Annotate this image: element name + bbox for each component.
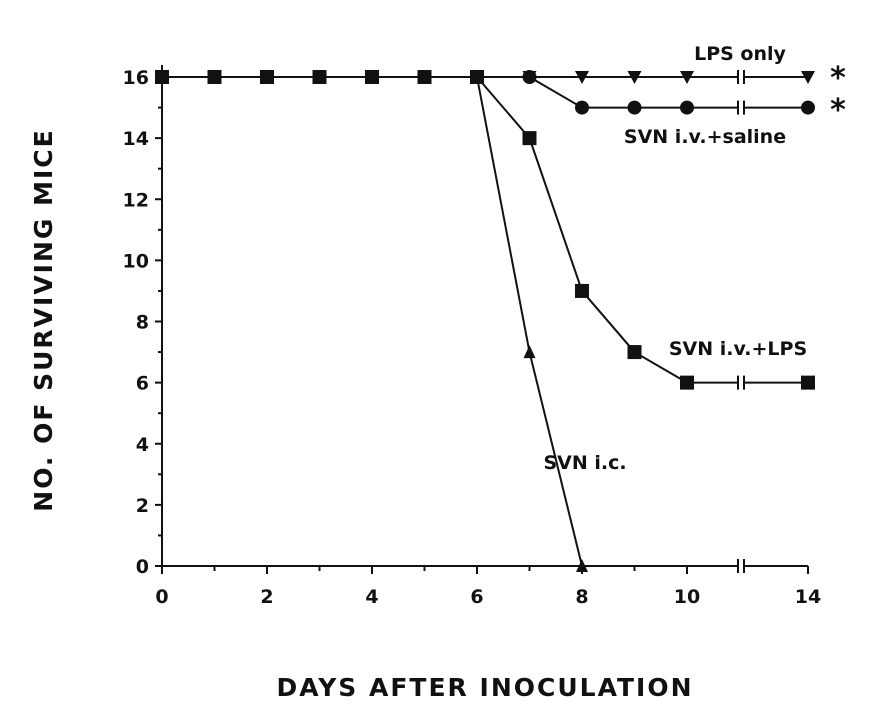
series-label: SVN i.v.+LPS (669, 338, 807, 360)
data-point-triangle-up (313, 70, 326, 83)
data-point-circle (575, 100, 589, 115)
series-line-segment (528, 137, 583, 292)
y-tick-label: 16 (123, 67, 149, 89)
y-tick-label: 2 (136, 495, 149, 517)
data-point-triangle-up (471, 70, 483, 83)
series-line-segment (581, 290, 636, 353)
data-point-triangle-up (261, 70, 273, 83)
x-axis-title: DAYS AFTER INOCULATION (276, 673, 693, 702)
data-point-circle (627, 100, 642, 115)
significance-asterisk: * (830, 61, 846, 96)
series-line-segment (476, 76, 531, 353)
y-tick-label: 4 (136, 434, 149, 456)
series-line-segment (476, 76, 531, 139)
data-point-square (575, 283, 589, 298)
series-markers (155, 70, 815, 572)
series-label: LPS only (694, 43, 786, 65)
data-point-triangle-up (208, 70, 221, 83)
y-tick-label: 14 (123, 128, 149, 150)
data-point-square (627, 345, 642, 360)
x-tick-label: 2 (260, 586, 273, 608)
series-lines (162, 70, 808, 567)
data-point-triangle-up (523, 345, 536, 359)
data-point-triangle-down (680, 71, 694, 84)
data-point-triangle-up (366, 70, 378, 83)
y-axis-title: NO. OF SURVIVING MICE (29, 128, 58, 511)
x-tick-label: 8 (575, 586, 588, 608)
series-line-segment (528, 76, 583, 109)
data-point-square (801, 375, 815, 390)
x-tick-label: 6 (470, 586, 483, 608)
data-point-triangle-up (156, 70, 168, 83)
y-tick-label: 10 (123, 250, 149, 272)
x-tick-label: 0 (155, 586, 168, 608)
data-point-circle (522, 70, 537, 84)
series-label: SVN i.v.+saline (624, 126, 786, 148)
series-labels: LPS only * SVN i.v.+saline * SVN i.v.+LPS SVN… (543, 43, 846, 474)
data-point-circle (801, 100, 815, 115)
data-point-circle (680, 100, 694, 115)
data-point-triangle-down (801, 71, 815, 84)
data-point-triangle-up (576, 559, 588, 572)
data-point-triangle-up (418, 70, 431, 83)
series-line-segment (528, 351, 583, 567)
y-tick-label: 0 (136, 556, 149, 578)
data-point-triangle-down (575, 71, 589, 84)
x-tick-label: 14 (795, 586, 821, 608)
series-line-segment (633, 351, 688, 384)
data-point-square (522, 131, 537, 146)
x-tick-label: 4 (365, 586, 378, 608)
y-tick-label: 8 (136, 312, 149, 334)
axes: 0 2 4 6 8 10 12 14 16 0 2 4 6 8 10 14 (123, 65, 821, 608)
data-point-square (680, 375, 694, 390)
y-tick-label: 12 (123, 189, 149, 211)
y-tick-label: 6 (136, 373, 149, 395)
x-tick-label: 10 (674, 586, 700, 608)
data-point-triangle-down (627, 71, 642, 84)
significance-asterisk: * (830, 93, 846, 128)
series-label: SVN i.c. (543, 452, 626, 474)
